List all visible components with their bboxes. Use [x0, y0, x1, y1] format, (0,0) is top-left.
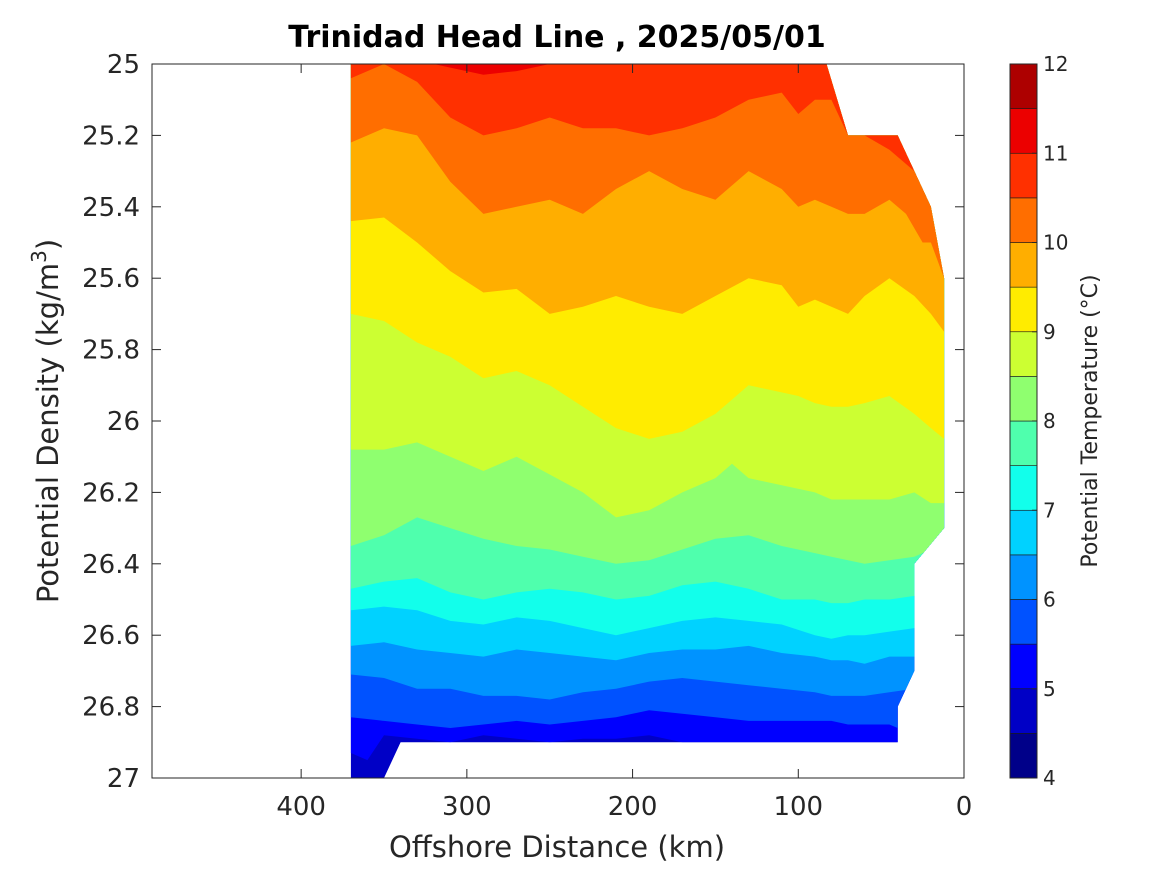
y-axis-label-superscript: 3 — [27, 250, 51, 263]
y-tick-label: 25.6 — [82, 264, 140, 294]
x-tick-label: 300 — [442, 792, 492, 822]
colorbar-swatch — [1009, 465, 1038, 511]
y-tick-label: 26.4 — [82, 550, 140, 580]
y-tick-label: 25.8 — [82, 336, 140, 366]
colorbar-swatch — [1009, 286, 1038, 333]
colorbar: 4 5 6 7 8 9 10 11 12 — [1009, 52, 1068, 790]
colorbar-tick-label: 10 — [1043, 231, 1068, 255]
colorbar-label: Potential Temperature (°C) — [1078, 274, 1103, 567]
colorbar-swatch — [1009, 554, 1038, 600]
y-axis: 25 25.2 25.4 25.6 25.8 26 26.2 26.4 26.6 26.8 27 — [82, 50, 964, 794]
contour-fill-layer — [350, 64, 945, 778]
x-tick-label: 100 — [773, 792, 823, 822]
colorbar-tick-label: 5 — [1043, 677, 1056, 701]
colorbar-swatch — [1009, 376, 1038, 422]
colorbar-swatch — [1009, 599, 1038, 645]
chart-title: Trinidad Head Line , 2025/05/01 — [288, 20, 825, 55]
x-axis-label: Offshore Distance (km) — [389, 830, 725, 864]
colorbar-swatch — [1009, 331, 1038, 377]
colorbar-swatch — [1009, 152, 1038, 199]
colorbar-swatch — [1009, 63, 1038, 109]
colorbar-swatch — [1009, 197, 1038, 243]
y-axis-label: Potential Density (kg/m3) — [27, 239, 65, 603]
colorbar-swatch — [1009, 509, 1038, 556]
y-tick-label: 26.6 — [82, 621, 140, 651]
colorbar-tick-label: 12 — [1043, 52, 1068, 76]
x-tick-label: 0 — [956, 792, 973, 822]
colorbar-swatch — [1009, 420, 1038, 466]
colorbar-swatch — [1009, 733, 1038, 779]
colorbar-tick-label: 11 — [1043, 141, 1068, 165]
y-tick-label: 27 — [107, 764, 140, 794]
colorbar-tick-label: 7 — [1043, 498, 1056, 522]
colorbar-tick-label: 8 — [1043, 409, 1056, 433]
colorbar-swatch — [1009, 108, 1038, 154]
y-tick-label: 26.2 — [82, 478, 140, 508]
y-tick-label: 25.2 — [82, 121, 140, 151]
colorbar-swatch — [1009, 688, 1038, 734]
y-tick-label: 25.4 — [82, 193, 140, 223]
y-tick-label: 26.8 — [82, 693, 140, 723]
x-axis: 400 300 200 100 0 — [276, 64, 972, 822]
y-axis-label-end: ) — [31, 239, 65, 250]
colorbar-swatch — [1009, 242, 1038, 288]
colorbar-swatch — [1009, 643, 1038, 690]
y-axis-label-base: Potential Density (kg/m — [31, 263, 65, 603]
colorbar-tick-label: 6 — [1043, 588, 1056, 612]
x-tick-label: 200 — [608, 792, 658, 822]
colorbar-tick-label: 4 — [1043, 766, 1056, 790]
y-tick-label: 25 — [107, 50, 140, 80]
y-tick-label: 26 — [107, 407, 140, 437]
colorbar-tick-label: 9 — [1043, 320, 1056, 344]
x-tick-label: 400 — [276, 792, 326, 822]
